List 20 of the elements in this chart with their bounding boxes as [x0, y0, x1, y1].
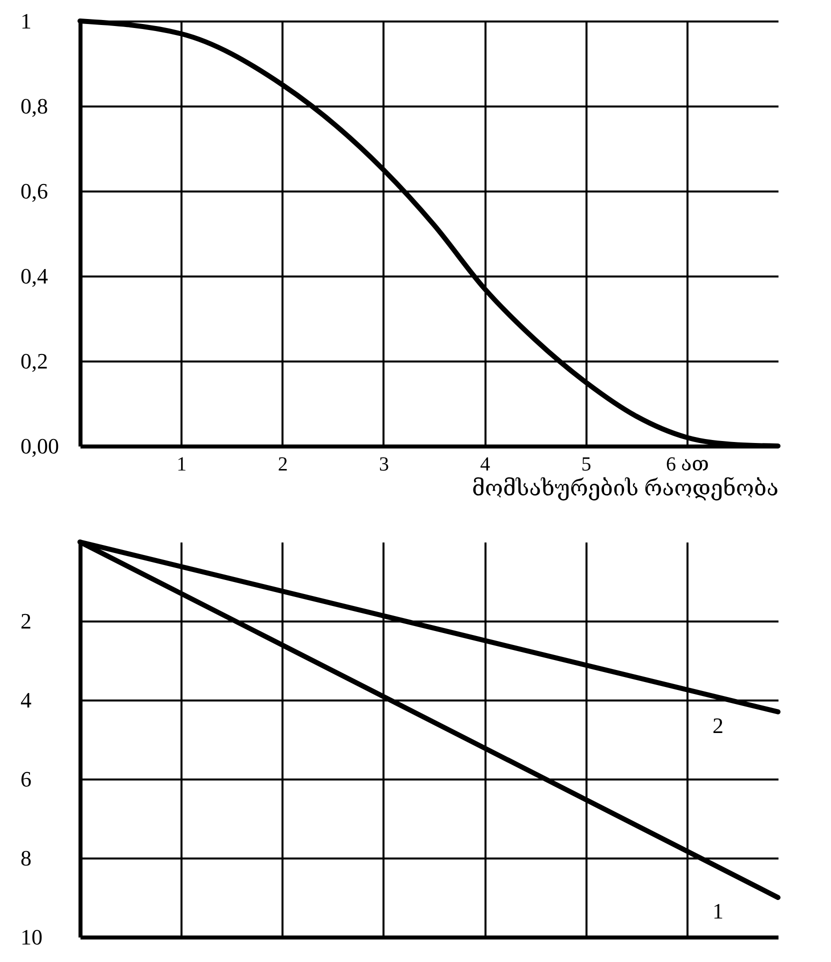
- x-tick-label: 2: [278, 454, 288, 476]
- y-tick-label: 8: [20, 846, 32, 870]
- x-tick-label: 1: [176, 454, 187, 476]
- y-tick-label: 0,8: [20, 94, 48, 118]
- y-tick-label: 0,2: [20, 348, 48, 374]
- x-axis-title: მომსახურების რაოდენობა: [472, 476, 778, 500]
- y-tick-label: 4: [20, 688, 32, 712]
- y-tick-label: 6: [20, 766, 32, 792]
- series-label: 1: [712, 898, 724, 924]
- x-tick-label: 5: [581, 454, 592, 476]
- y-tick-label: 0,4: [20, 264, 48, 288]
- y-tick-label: 2: [20, 608, 32, 634]
- series-label: 2: [712, 712, 724, 738]
- y-tick-label: 1: [20, 8, 32, 34]
- x-tick-label: 3: [378, 454, 389, 476]
- x-tick-label: 6 ათ: [666, 454, 709, 476]
- y-tick-label: 10: [20, 924, 42, 950]
- y-tick-label: 0,00: [20, 434, 59, 458]
- x-tick-label: 4: [480, 454, 490, 476]
- y-tick-label: 0,6: [20, 178, 48, 204]
